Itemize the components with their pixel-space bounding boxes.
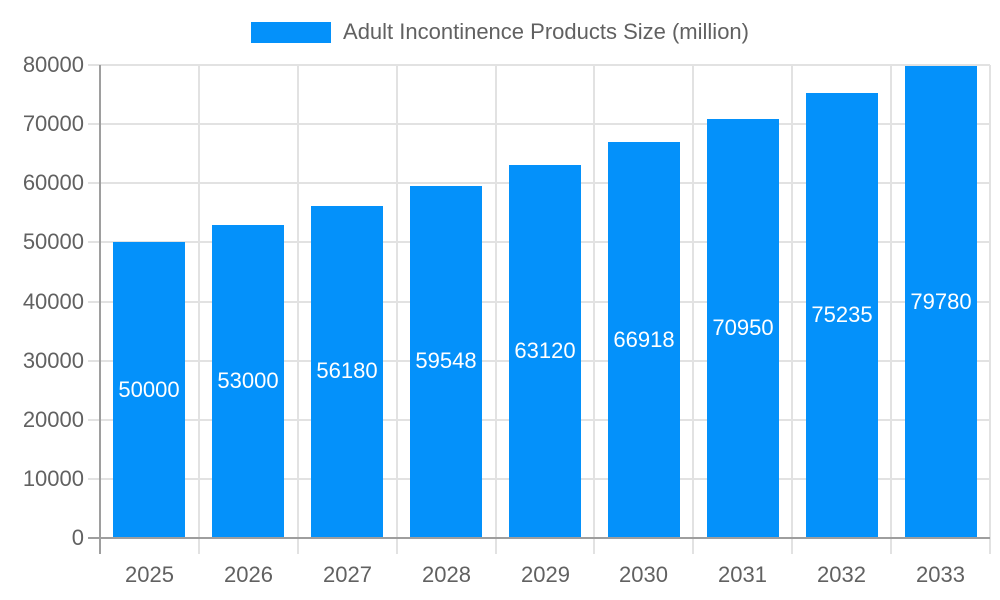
y-axis-tick-label: 70000 — [22, 111, 84, 136]
x-tick-mark — [198, 538, 200, 554]
x-axis-line — [88, 537, 990, 539]
legend-label: Adult Incontinence Products Size (millio… — [343, 19, 749, 44]
y-tick-mark — [88, 419, 100, 421]
y-gridline — [100, 64, 990, 66]
bar-value-label: 75235 — [811, 302, 873, 327]
y-tick-mark — [88, 123, 100, 125]
x-axis-tick-label: 2025 — [125, 562, 174, 587]
x-tick-mark — [495, 538, 497, 554]
y-tick-mark — [88, 301, 100, 303]
bar-value-label: 63120 — [514, 338, 576, 363]
bar-2030 — [608, 142, 680, 537]
bar-value-label: 59548 — [415, 348, 477, 373]
bar-2029 — [509, 165, 581, 537]
y-tick-mark — [88, 478, 100, 480]
x-tick-mark — [692, 538, 694, 554]
y-gridline — [100, 123, 990, 125]
bar-value-label: 56180 — [316, 358, 378, 383]
y-axis-tick-label: 0 — [71, 525, 84, 550]
x-axis-tick-label: 2031 — [718, 562, 767, 587]
x-gridline — [495, 65, 497, 538]
x-tick-mark — [791, 538, 793, 554]
x-gridline — [297, 65, 299, 538]
y-axis-line — [99, 65, 101, 554]
x-gridline — [692, 65, 694, 538]
y-axis-tick-label: 10000 — [22, 466, 84, 491]
bar-value-label: 50000 — [118, 377, 180, 402]
x-gridline — [396, 65, 398, 538]
y-axis-tick-label: 40000 — [22, 289, 84, 314]
x-axis-tick-label: 2026 — [224, 562, 273, 587]
bar-value-label: 66918 — [613, 327, 675, 352]
bar-2031 — [707, 119, 779, 537]
y-tick-mark — [88, 64, 100, 66]
x-tick-mark — [593, 538, 595, 554]
x-tick-mark — [396, 538, 398, 554]
x-gridline — [791, 65, 793, 538]
y-axis-tick-label: 50000 — [22, 229, 84, 254]
y-tick-mark — [88, 182, 100, 184]
y-axis-tick-label: 80000 — [22, 52, 84, 77]
x-axis-tick-label: 2033 — [916, 562, 965, 587]
x-tick-mark — [989, 538, 991, 554]
bar-value-label: 79780 — [910, 289, 972, 314]
bar-2028 — [410, 186, 482, 537]
x-gridline — [593, 65, 595, 538]
x-axis-tick-label: 2032 — [817, 562, 866, 587]
bar-value-label: 53000 — [217, 368, 279, 393]
y-tick-mark — [88, 360, 100, 362]
bar-2033 — [905, 66, 977, 537]
x-axis-tick-label: 2027 — [323, 562, 372, 587]
x-tick-mark — [297, 538, 299, 554]
y-axis-tick-label: 20000 — [22, 407, 84, 432]
x-gridline — [989, 65, 991, 538]
x-axis-tick-label: 2028 — [422, 562, 471, 587]
x-axis-tick-label: 2030 — [619, 562, 668, 587]
y-tick-mark — [88, 241, 100, 243]
bar-2026 — [212, 225, 284, 537]
y-axis-tick-label: 30000 — [22, 348, 84, 373]
bar-2032 — [806, 93, 878, 537]
bar-2027 — [311, 206, 383, 537]
x-gridline — [198, 65, 200, 538]
x-gridline — [890, 65, 892, 538]
legend: Adult Incontinence Products Size (millio… — [0, 18, 1000, 46]
bar-2025 — [113, 242, 185, 537]
bar-value-label: 70950 — [712, 315, 774, 340]
legend-swatch — [251, 21, 332, 43]
x-axis-tick-label: 2029 — [521, 562, 570, 587]
y-axis-tick-label: 60000 — [22, 170, 84, 195]
x-tick-mark — [890, 538, 892, 554]
